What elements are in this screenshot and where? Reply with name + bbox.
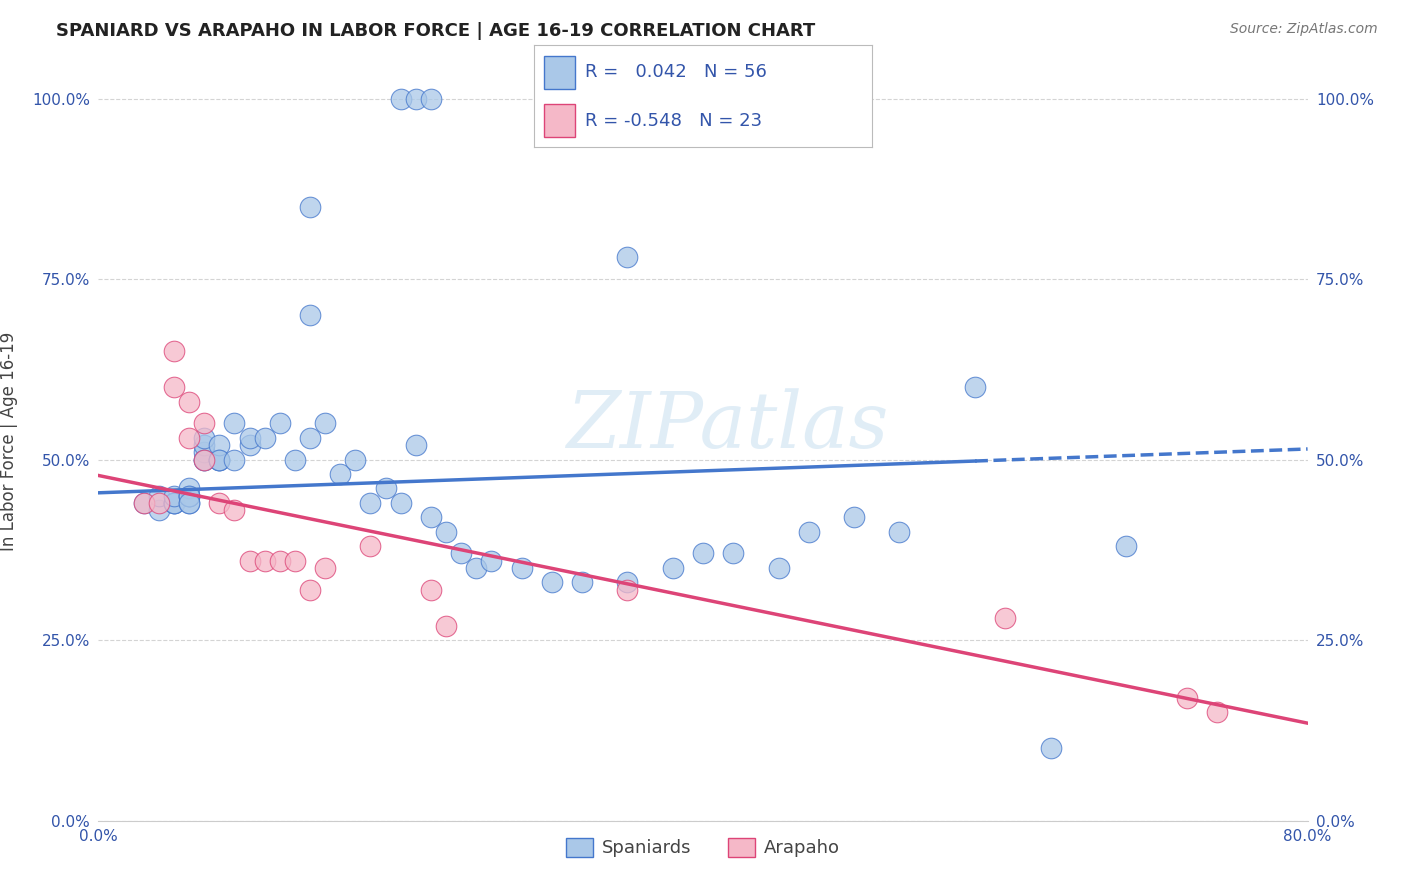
Point	[148, 489, 170, 503]
Point	[299, 431, 322, 445]
Point	[768, 561, 790, 575]
FancyBboxPatch shape	[544, 56, 575, 88]
Point	[465, 561, 488, 575]
Point	[179, 482, 201, 496]
Point	[208, 438, 231, 452]
Text: SPANIARD VS ARAPAHO IN LABOR FORCE | AGE 16-19 CORRELATION CHART: SPANIARD VS ARAPAHO IN LABOR FORCE | AGE…	[56, 22, 815, 40]
Point	[193, 452, 215, 467]
Point	[540, 575, 562, 590]
Point	[314, 561, 336, 575]
Point	[420, 582, 443, 597]
Point	[1039, 741, 1062, 756]
Point	[965, 380, 987, 394]
Point	[1206, 706, 1229, 720]
Point	[269, 417, 291, 431]
Point	[299, 200, 322, 214]
Point	[224, 452, 246, 467]
Point	[389, 496, 412, 510]
Point	[208, 452, 231, 467]
Point	[148, 496, 170, 510]
Point	[434, 524, 457, 539]
Point	[389, 91, 412, 105]
Point	[224, 503, 246, 517]
Point	[208, 452, 231, 467]
Point	[193, 445, 215, 459]
Point	[844, 510, 866, 524]
Point	[208, 452, 231, 467]
Y-axis label: In Labor Force | Age 16-19: In Labor Force | Age 16-19	[0, 332, 18, 551]
Point	[163, 496, 186, 510]
Point	[797, 524, 820, 539]
Point	[360, 496, 382, 510]
Point	[179, 489, 201, 503]
FancyBboxPatch shape	[544, 104, 575, 137]
Point	[163, 380, 186, 394]
Point	[434, 618, 457, 632]
Text: R = -0.548   N = 23: R = -0.548 N = 23	[585, 112, 762, 129]
Point	[179, 431, 201, 445]
Point	[889, 524, 911, 539]
Point	[148, 503, 170, 517]
Point	[253, 431, 276, 445]
Point	[420, 91, 443, 105]
Point	[163, 496, 186, 510]
Point	[208, 496, 231, 510]
Legend: Spaniards, Arapaho: Spaniards, Arapaho	[558, 830, 848, 864]
Point	[193, 431, 215, 445]
Point	[224, 417, 246, 431]
Point	[1175, 690, 1198, 705]
Point	[616, 251, 638, 265]
Text: ZIPatlas: ZIPatlas	[567, 388, 889, 465]
Point	[179, 489, 201, 503]
Point	[284, 554, 307, 568]
Point	[405, 91, 427, 105]
Point	[661, 561, 683, 575]
Point	[374, 482, 396, 496]
Text: Source: ZipAtlas.com: Source: ZipAtlas.com	[1230, 22, 1378, 37]
Point	[994, 611, 1017, 625]
Point	[132, 496, 155, 510]
Point	[269, 554, 291, 568]
Point	[193, 438, 215, 452]
Point	[616, 582, 638, 597]
Point	[405, 438, 427, 452]
Point	[179, 496, 201, 510]
Point	[1115, 539, 1137, 553]
Point	[481, 554, 503, 568]
Point	[450, 546, 472, 560]
Point	[344, 452, 367, 467]
Point	[571, 575, 593, 590]
Point	[510, 561, 533, 575]
Point	[692, 546, 714, 560]
Point	[193, 452, 215, 467]
Point	[314, 417, 336, 431]
Point	[420, 510, 443, 524]
Point	[179, 496, 201, 510]
Point	[616, 575, 638, 590]
Point	[193, 417, 215, 431]
Point	[299, 582, 322, 597]
Point	[132, 496, 155, 510]
Point	[299, 308, 322, 322]
Point	[253, 554, 276, 568]
Point	[723, 546, 745, 560]
Point	[193, 452, 215, 467]
Point	[284, 452, 307, 467]
Point	[163, 496, 186, 510]
Point	[239, 554, 262, 568]
Point	[239, 431, 262, 445]
Point	[179, 394, 201, 409]
Point	[163, 344, 186, 359]
Text: R =   0.042   N = 56: R = 0.042 N = 56	[585, 63, 766, 81]
Point	[329, 467, 352, 481]
Point	[360, 539, 382, 553]
Point	[239, 438, 262, 452]
Point	[179, 489, 201, 503]
Point	[163, 489, 186, 503]
